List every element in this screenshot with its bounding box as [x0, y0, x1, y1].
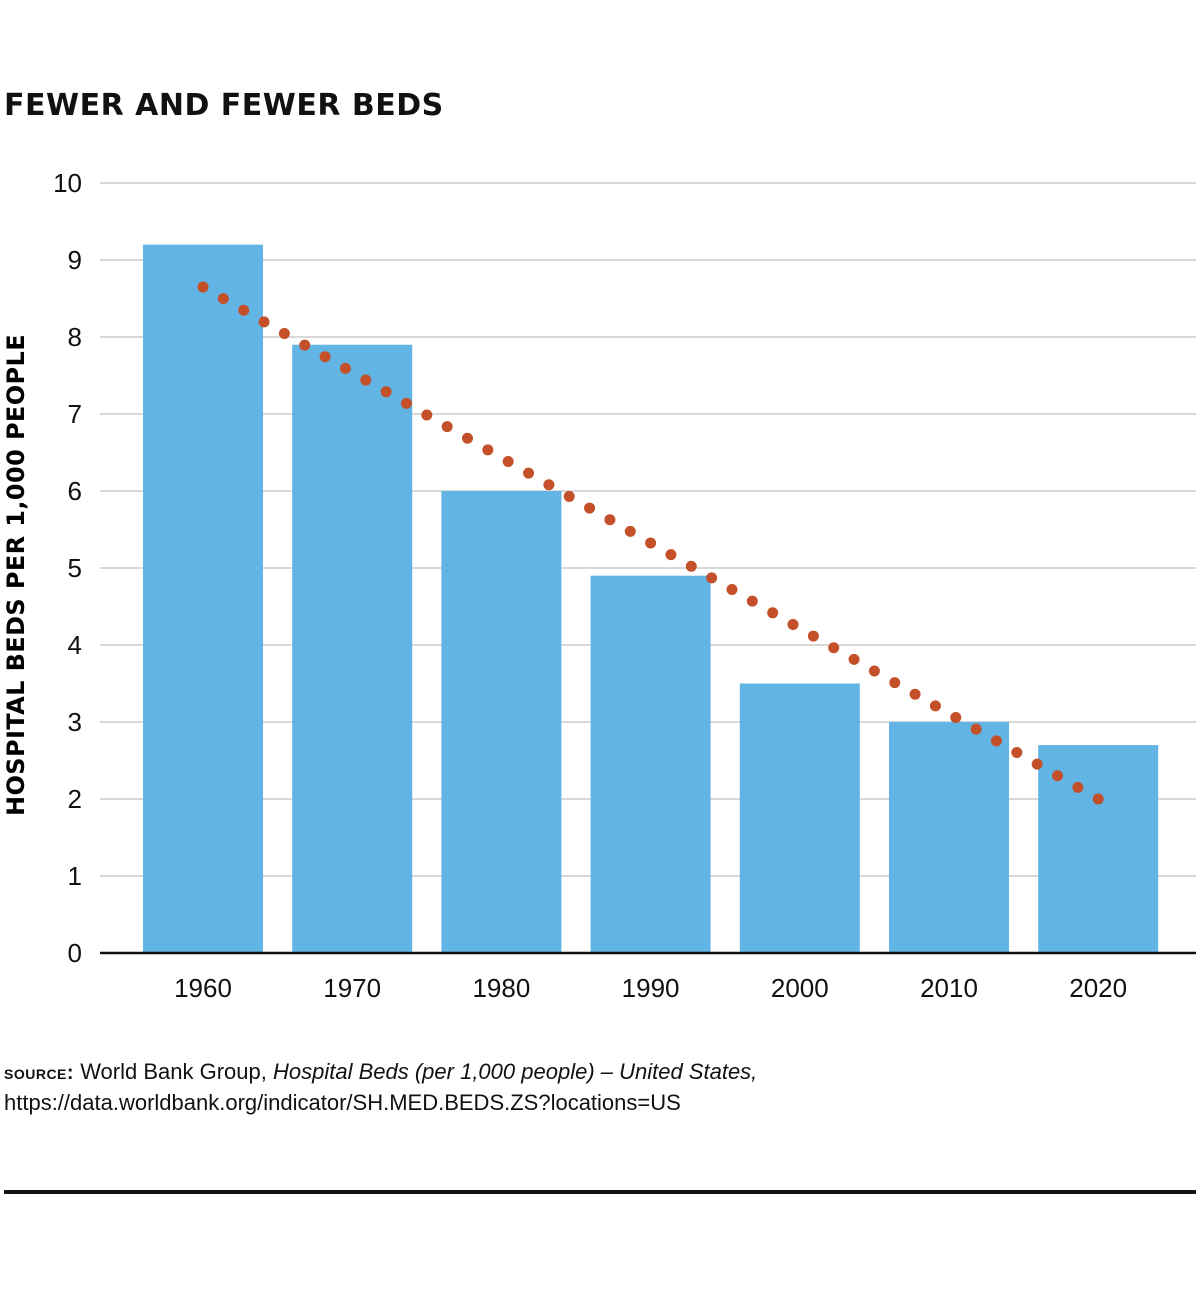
- trendline-dot: [217, 293, 229, 305]
- trendline-dot: [482, 444, 494, 456]
- axes: 0 1 2 3 4 5 6 7 8 9 10 1960 1970 1980 1990 2000 2010 2020: [53, 168, 1196, 1003]
- x-tick-label: 1970: [323, 973, 381, 1003]
- trendline-dot: [624, 525, 636, 537]
- trendline-dot: [441, 421, 453, 433]
- trendline-dot: [807, 630, 819, 642]
- trendline-dot: [380, 386, 392, 398]
- y-tick-label: 10: [53, 168, 82, 198]
- trendline-dot: [726, 584, 738, 596]
- bottom-divider: [4, 1190, 1196, 1194]
- trendline-dot: [1072, 781, 1084, 793]
- bar-2010: [889, 722, 1009, 953]
- bar-2000: [739, 683, 860, 953]
- trendline-dot: [645, 537, 657, 549]
- y-tick-label: 4: [68, 630, 82, 660]
- y-axis-label: HOSPITAL BEDS PER 1,000 PEOPLE: [2, 334, 30, 816]
- trendline-dot: [1031, 758, 1043, 770]
- y-tick-label: 1: [68, 861, 82, 891]
- trendline-dot: [909, 688, 921, 700]
- y-tick-label: 7: [68, 399, 82, 429]
- trendline-dot: [970, 723, 982, 735]
- y-tick-label: 9: [68, 245, 82, 275]
- x-tick-label: 2010: [920, 973, 978, 1003]
- trendline-dot: [889, 677, 901, 689]
- trendline-dot: [339, 362, 351, 374]
- x-tick-label: 1960: [174, 973, 232, 1003]
- trendline-dot: [1092, 793, 1104, 805]
- x-tick-label: 1980: [472, 973, 530, 1003]
- x-tick-label: 2000: [771, 973, 829, 1003]
- trendline-dot: [400, 397, 412, 409]
- trendline-dot: [360, 374, 372, 386]
- trendline-dot: [523, 467, 535, 479]
- y-tick-label: 6: [68, 476, 82, 506]
- trendline-dot: [929, 700, 941, 712]
- trendline-dot: [746, 595, 758, 607]
- trendline-dot: [950, 712, 962, 724]
- trendline-dot: [278, 328, 290, 339]
- trendline-dot: [258, 316, 270, 328]
- trendline-dot: [706, 572, 718, 584]
- trendline-dot: [868, 665, 880, 677]
- trendline-dot: [604, 514, 616, 526]
- bar-1980: [441, 491, 562, 953]
- source-line-1: SOURCE: World Bank Group, Hospital Beds …: [4, 1057, 757, 1088]
- trendline-dot: [828, 642, 840, 654]
- trendline-dot: [584, 502, 596, 514]
- bar-1960: [143, 244, 263, 954]
- trendline-dot: [502, 456, 514, 468]
- source-label: SOURCE:: [4, 1062, 75, 1084]
- y-tick-label: 0: [68, 938, 82, 968]
- y-tick-label: 5: [68, 553, 82, 583]
- trendline-dot: [1052, 770, 1064, 782]
- y-tick-label: 3: [68, 707, 82, 737]
- bar-chart: 0 1 2 3 4 5 6 7 8 9 10 1960 1970 1980 1990 2000 2010 2020…: [2, 168, 1196, 1003]
- trendline-dot: [543, 479, 555, 491]
- trendline-dot: [563, 490, 575, 502]
- trendline-dot: [848, 653, 860, 665]
- bar-1970: [292, 344, 413, 953]
- x-tick-label: 1990: [622, 973, 680, 1003]
- trendline-dot: [421, 409, 433, 421]
- chart-title: FEWER AND FEWER BEDS: [4, 88, 444, 123]
- source-note: SOURCE: World Bank Group, Hospital Beds …: [4, 1057, 757, 1118]
- source-url[interactable]: https://data.worldbank.org/indicator/SH.…: [4, 1090, 681, 1115]
- trendline-dot: [787, 618, 799, 630]
- trendline-dot: [665, 549, 677, 561]
- source-org: World Bank Group,: [80, 1059, 267, 1084]
- trendline-dot: [1011, 746, 1023, 758]
- trendline-dot: [319, 351, 331, 363]
- y-tick-label: 8: [68, 322, 82, 352]
- y-tick-label: 2: [68, 784, 82, 814]
- x-tick-label: 2020: [1069, 973, 1127, 1003]
- trendline-dot: [238, 304, 250, 316]
- bars: [143, 244, 1159, 954]
- bar-1990: [590, 575, 711, 953]
- trendline-dot: [767, 607, 779, 619]
- trendline-dot: [685, 560, 697, 572]
- trendline: [197, 281, 1104, 805]
- source-title: Hospital Beds (per 1,000 people) – Unite…: [273, 1059, 758, 1084]
- trendline-dot: [990, 735, 1002, 747]
- trendline-dot: [299, 339, 311, 351]
- trendline-dot: [461, 432, 473, 444]
- trendline-dot: [197, 281, 209, 293]
